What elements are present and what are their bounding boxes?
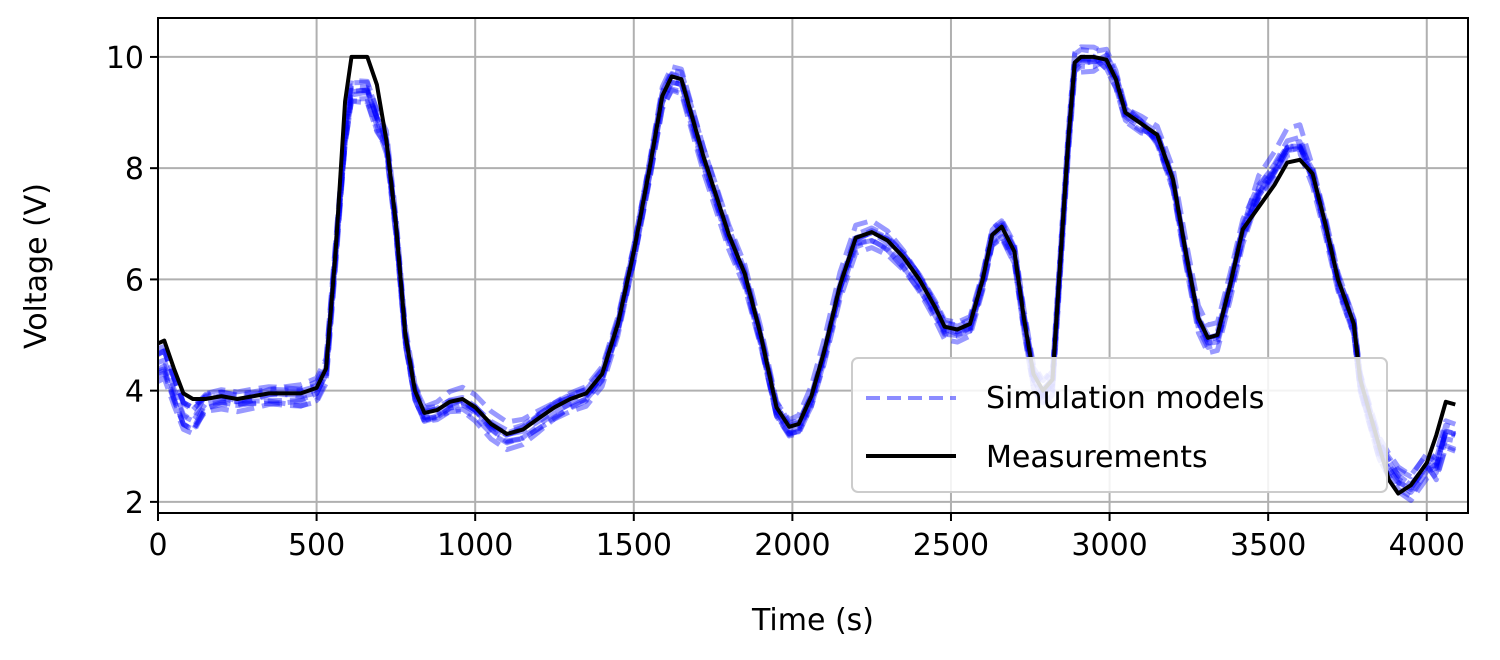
legend: Simulation models Measurements — [851, 357, 1388, 493]
y-axis-ticks: 2 4 6 8 10 — [106, 41, 158, 521]
measurement-line — [158, 54, 1456, 496]
x-tick-label: 0 — [148, 528, 167, 563]
y-tick-label: 10 — [106, 41, 144, 76]
x-tick-label: 4000 — [1389, 528, 1465, 563]
legend-simulation-label: Simulation models — [986, 381, 1264, 416]
x-tick-label: 3000 — [1071, 528, 1147, 563]
x-axis-title: Time (s) — [751, 603, 874, 638]
x-tick-label: 1000 — [437, 528, 513, 563]
x-tick-label: 500 — [288, 528, 345, 563]
simulation-model-line — [158, 46, 1457, 478]
y-axis-title: Voltage (V) — [19, 183, 54, 349]
x-tick-label: 3500 — [1230, 528, 1306, 563]
y-tick-label: 2 — [125, 486, 144, 521]
legend-box — [851, 357, 1388, 493]
y-tick-label: 6 — [125, 263, 144, 298]
x-tick-label: 1500 — [596, 528, 672, 563]
x-axis-ticks: 0 500 1000 1500 2000 2500 3000 3500 4000 — [148, 513, 1465, 563]
x-tick-label: 2500 — [913, 528, 989, 563]
measurement-line-group — [158, 54, 1456, 496]
y-tick-label: 4 — [125, 375, 144, 410]
y-tick-label: 8 — [125, 152, 144, 187]
plot-frame — [157, 17, 1469, 514]
x-tick-label: 2000 — [754, 528, 830, 563]
simulation-model-line — [158, 57, 1456, 499]
legend-measurement-label: Measurements — [986, 440, 1208, 475]
simulation-model-line — [158, 57, 1457, 495]
